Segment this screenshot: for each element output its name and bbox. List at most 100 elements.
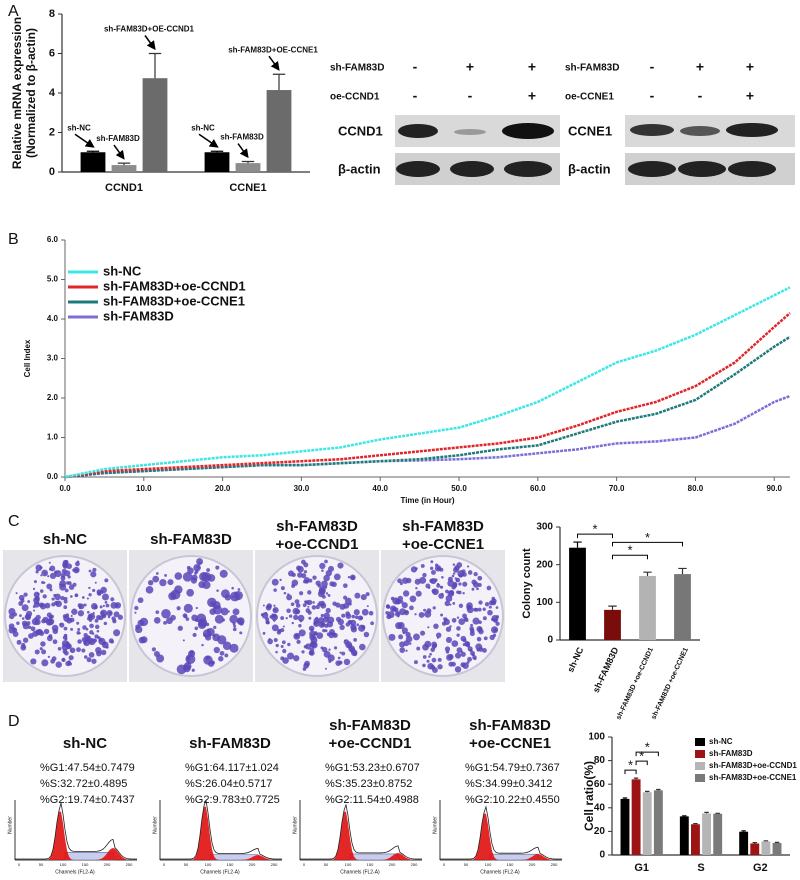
colony <box>237 588 241 591</box>
colony <box>275 650 278 654</box>
bar <box>761 841 771 855</box>
colony <box>429 566 434 571</box>
flow-axis-label: Number <box>432 816 438 834</box>
colony <box>302 667 307 671</box>
x-tick-label: S <box>697 862 704 874</box>
colony <box>55 600 62 608</box>
colony <box>164 574 168 577</box>
colony <box>423 608 427 612</box>
colony <box>476 648 480 652</box>
colony <box>272 613 277 619</box>
colony <box>231 586 234 590</box>
legend-label: sh-NC <box>103 263 142 278</box>
colony <box>312 575 317 580</box>
colony <box>104 578 109 583</box>
flow-tick: 100 <box>60 862 67 867</box>
significance-bracket <box>612 541 683 547</box>
colony <box>22 637 29 643</box>
colony <box>49 616 52 619</box>
colony <box>387 611 395 619</box>
colony <box>67 575 71 579</box>
colony <box>280 586 285 591</box>
colony <box>99 605 103 609</box>
colony <box>409 595 417 603</box>
colony <box>434 565 442 572</box>
colony <box>426 608 432 614</box>
colony <box>341 651 346 656</box>
colony <box>39 603 47 610</box>
colony <box>370 621 374 626</box>
x-tick-label: 80.0 <box>688 484 704 493</box>
colony <box>354 592 361 599</box>
flow-axis-label: Number <box>152 816 158 834</box>
y-axis-label: Cell Index <box>23 339 32 377</box>
blot-band <box>454 129 486 135</box>
blot-sign: - <box>650 59 655 75</box>
y-axis-label: Cell ratio(%) <box>582 761 596 831</box>
colony <box>394 611 401 617</box>
colony <box>82 625 87 630</box>
colony <box>65 613 70 618</box>
colony <box>365 592 370 597</box>
colony <box>205 655 210 660</box>
colony <box>49 572 57 580</box>
colony <box>70 595 73 598</box>
colony <box>104 600 108 604</box>
colony <box>41 649 47 655</box>
colony <box>76 621 80 625</box>
panel-label: B <box>8 231 19 248</box>
colony <box>322 616 329 623</box>
colony <box>320 613 325 618</box>
legend-swatch <box>695 762 705 770</box>
colony <box>302 603 307 608</box>
colony <box>308 578 313 583</box>
colony <box>229 643 239 653</box>
annotation-arrow <box>237 143 249 159</box>
colony <box>405 649 408 652</box>
x-tick-label: CCNE1 <box>229 182 266 194</box>
colony <box>39 589 44 593</box>
colony <box>51 656 57 662</box>
colony <box>64 570 71 577</box>
blot-sign: - <box>413 88 418 104</box>
colony-title: sh-FAM83D <box>150 531 232 548</box>
colony <box>91 658 97 664</box>
colony <box>96 589 102 595</box>
colony <box>430 577 437 585</box>
colony <box>213 625 217 630</box>
flow-stat: %G1:53.23±0.6707 <box>325 762 420 774</box>
colony <box>16 639 22 645</box>
series-line <box>64 286 791 479</box>
colony <box>196 558 204 566</box>
colony <box>363 631 370 638</box>
colony <box>343 595 348 600</box>
plate <box>130 555 252 677</box>
colony <box>47 575 50 578</box>
colony <box>471 587 475 591</box>
colony <box>96 636 99 639</box>
colony <box>419 576 427 584</box>
colony <box>224 653 229 658</box>
colony <box>35 564 42 572</box>
colony <box>445 626 452 632</box>
colony <box>463 616 468 621</box>
colony <box>460 662 466 668</box>
colony <box>388 633 396 641</box>
colony <box>307 605 310 608</box>
colony <box>466 606 474 614</box>
flow-s-phase <box>349 853 401 861</box>
colony <box>113 629 121 637</box>
colony <box>101 593 109 601</box>
colony <box>297 572 303 578</box>
colony <box>92 588 96 593</box>
blot-band <box>398 124 438 138</box>
colony <box>100 609 108 617</box>
colony <box>47 655 51 659</box>
colony <box>61 643 69 651</box>
colony <box>316 632 324 639</box>
colony <box>282 625 285 628</box>
colony <box>92 567 97 572</box>
flow-stat: %S:26.04±0.5717 <box>185 778 272 790</box>
colony <box>34 617 37 620</box>
colony <box>221 618 225 622</box>
